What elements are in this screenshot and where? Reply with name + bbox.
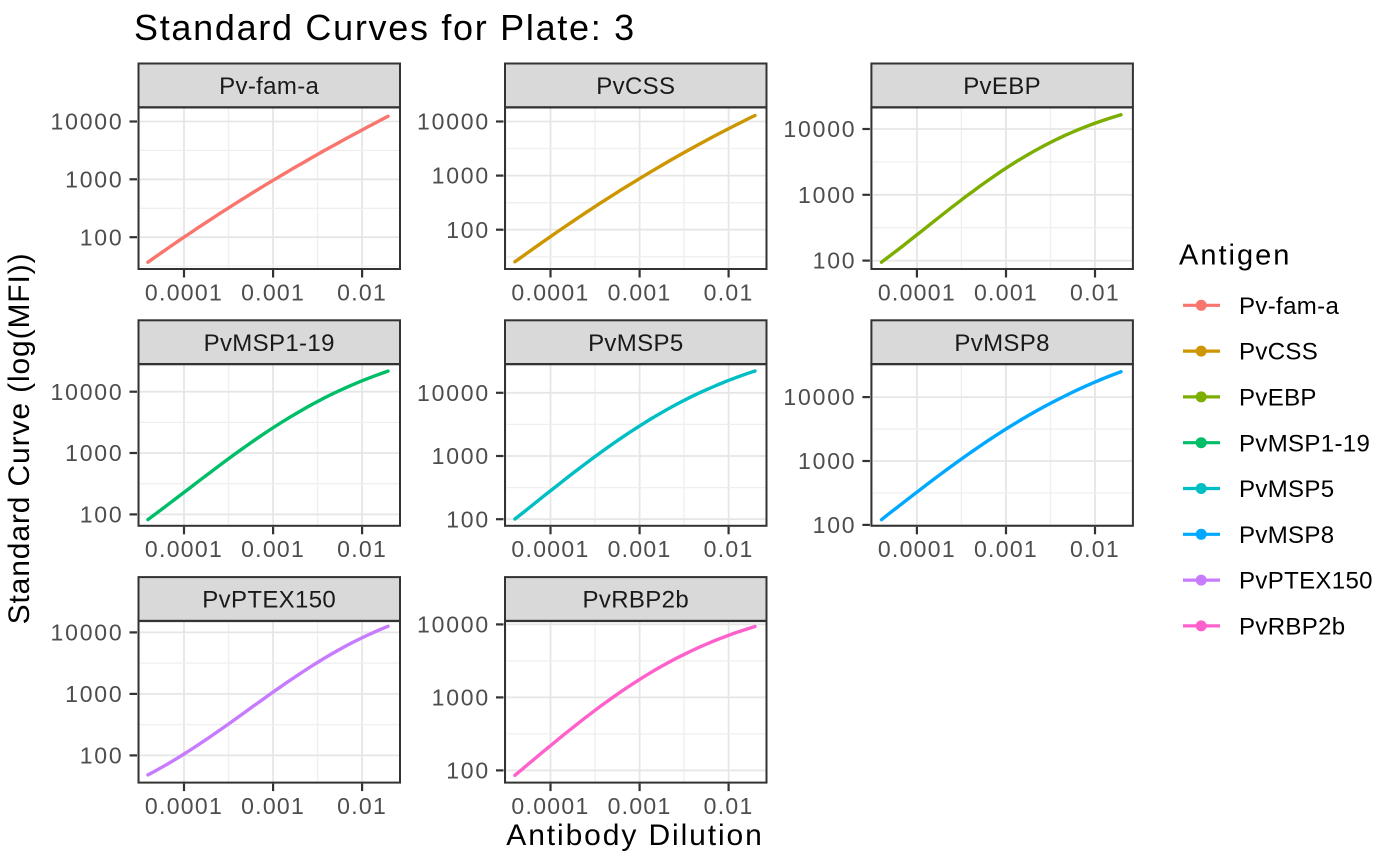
svg-text:PvPTEX150: PvPTEX150 <box>1239 568 1373 595</box>
svg-text:0.0001: 0.0001 <box>878 279 956 305</box>
svg-text:PvCSS: PvCSS <box>1239 339 1318 366</box>
svg-text:PvMSP8: PvMSP8 <box>1239 522 1334 549</box>
svg-text:0.01: 0.01 <box>337 279 387 305</box>
svg-text:1000: 1000 <box>432 685 490 711</box>
svg-text:Antibody Dilution: Antibody Dilution <box>506 819 763 852</box>
svg-text:0.01: 0.01 <box>704 536 754 562</box>
svg-text:10000: 10000 <box>417 380 490 406</box>
svg-text:1000: 1000 <box>65 440 123 466</box>
svg-text:0.001: 0.001 <box>608 536 672 562</box>
svg-text:1000: 1000 <box>798 182 856 208</box>
svg-text:0.001: 0.001 <box>241 536 305 562</box>
svg-text:0.0001: 0.0001 <box>145 793 223 819</box>
svg-text:100: 100 <box>446 758 490 784</box>
svg-text:PvMSP1-19: PvMSP1-19 <box>204 330 335 357</box>
svg-text:0.001: 0.001 <box>241 279 305 305</box>
svg-text:10000: 10000 <box>51 109 124 135</box>
svg-text:1000: 1000 <box>798 448 856 474</box>
svg-text:10000: 10000 <box>783 116 856 142</box>
svg-text:100: 100 <box>813 248 857 274</box>
svg-text:0.01: 0.01 <box>1070 279 1120 305</box>
svg-text:Antigen: Antigen <box>1179 240 1291 272</box>
svg-text:0.001: 0.001 <box>974 279 1038 305</box>
svg-text:100: 100 <box>813 512 857 538</box>
svg-text:100: 100 <box>80 743 124 769</box>
svg-text:PvEBP: PvEBP <box>1239 385 1317 412</box>
svg-text:1000: 1000 <box>432 443 490 469</box>
svg-text:PvPTEX150: PvPTEX150 <box>202 587 336 614</box>
svg-text:0.001: 0.001 <box>974 536 1038 562</box>
svg-text:PvMSP1-19: PvMSP1-19 <box>1239 430 1370 457</box>
svg-text:100: 100 <box>446 217 490 243</box>
svg-text:0.01: 0.01 <box>337 793 387 819</box>
svg-text:PvEBP: PvEBP <box>963 73 1041 100</box>
svg-text:0.0001: 0.0001 <box>511 279 589 305</box>
svg-text:10000: 10000 <box>51 379 124 405</box>
svg-text:10000: 10000 <box>417 109 490 135</box>
svg-text:0.01: 0.01 <box>704 793 754 819</box>
svg-text:0.01: 0.01 <box>704 279 754 305</box>
svg-text:0.01: 0.01 <box>337 536 387 562</box>
svg-text:PvMSP8: PvMSP8 <box>954 330 1049 357</box>
svg-text:PvMSP5: PvMSP5 <box>588 330 683 357</box>
svg-text:PvCSS: PvCSS <box>596 73 675 100</box>
svg-text:0.01: 0.01 <box>1070 536 1120 562</box>
svg-text:1000: 1000 <box>65 166 123 192</box>
svg-text:0.001: 0.001 <box>241 793 305 819</box>
svg-text:0.0001: 0.0001 <box>145 279 223 305</box>
svg-text:1000: 1000 <box>432 163 490 189</box>
svg-text:10000: 10000 <box>783 384 856 410</box>
svg-text:100: 100 <box>446 506 490 532</box>
svg-text:PvMSP5: PvMSP5 <box>1239 476 1334 503</box>
svg-text:Standard Curve (log(MFI)): Standard Curve (log(MFI)) <box>3 253 36 625</box>
svg-text:Standard Curves for Plate: 3: Standard Curves for Plate: 3 <box>134 7 636 48</box>
svg-text:0.0001: 0.0001 <box>145 536 223 562</box>
svg-text:PvRBP2b: PvRBP2b <box>1239 614 1346 641</box>
svg-text:Pv-fam-a: Pv-fam-a <box>1239 293 1339 320</box>
svg-text:1000: 1000 <box>65 681 123 707</box>
svg-text:0.0001: 0.0001 <box>511 536 589 562</box>
svg-text:0.001: 0.001 <box>608 279 672 305</box>
svg-text:10000: 10000 <box>51 620 124 646</box>
svg-text:0.0001: 0.0001 <box>511 793 589 819</box>
svg-text:100: 100 <box>80 502 124 528</box>
svg-text:0.001: 0.001 <box>608 793 672 819</box>
svg-text:10000: 10000 <box>417 612 490 638</box>
svg-text:0.0001: 0.0001 <box>878 536 956 562</box>
svg-text:Pv-fam-a: Pv-fam-a <box>219 73 319 100</box>
svg-text:100: 100 <box>80 224 124 250</box>
svg-text:PvRBP2b: PvRBP2b <box>583 587 690 614</box>
